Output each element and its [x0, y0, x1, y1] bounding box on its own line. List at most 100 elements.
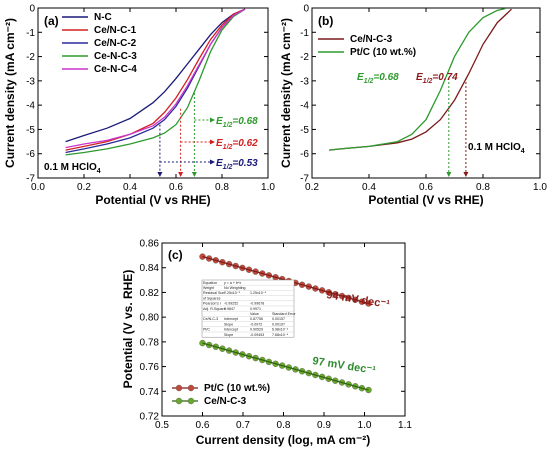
panel-2-y-tick-label: 0.82	[140, 288, 160, 299]
panel-2-x-tick-label: 0.5	[155, 420, 169, 431]
panel-a-x-axis-label: Potential (V vs RHE)	[95, 193, 210, 207]
panel-0-y-tick-label: 0	[29, 4, 35, 15]
panel-c-fit-table-cell: 6.98x10⁻⁴	[272, 328, 289, 332]
panel-c-legend-marker	[175, 384, 183, 392]
panel-1-y-tick-label: -2	[300, 52, 309, 63]
panel-c-fit-table-cell: Weight	[203, 286, 214, 290]
panel-a-series	[65, 8, 246, 156]
panel-2-x-tick-label: 0.9	[317, 420, 331, 431]
panel-c-fit-table-cell: 7.68x10⁻⁴	[272, 333, 289, 337]
panel-c-fit-table-cell: Intercept	[224, 328, 238, 332]
panel-c-legend-marker	[175, 397, 183, 405]
panel-2-y-tick-label: 0.74	[140, 387, 160, 398]
panel-c-x-axis-label: Current density (log, mA cm⁻²)	[196, 433, 371, 447]
panel-1-y-tick-label: -5	[300, 125, 309, 136]
panel-c-legend-label: Ce/N-C-3	[204, 396, 247, 407]
panel-b-legend-label: Pt/C (10 wt.%)	[350, 47, 416, 58]
panel-2-y-tick-label: 0.76	[140, 362, 160, 373]
panel-c-slope-label: 94 mV dec⁻¹	[326, 289, 391, 311]
panel-0-x-tick-label: 1.0	[261, 182, 275, 193]
panel-0-x-tick-label: 0.8	[215, 182, 229, 193]
panel-c-fit-table-cell: of Squares	[203, 296, 221, 300]
panel-a-legend: N-C Ce/N-C-1 Ce/N-C-2 Ce-N-C-3 Ce-N-C-4	[62, 12, 137, 75]
panel-b-ticks: 0.2 0.4 0.6 0.8 1.0 -7 -6 -5 -4 -3 -2 -1 0	[300, 4, 547, 194]
panel-c-fit-table-cell: 1.25x10⁻⁴	[250, 291, 267, 295]
panel-0-x-tick-label: 0.4	[123, 182, 137, 193]
panel-c-fit-table-cell: -0.99678	[250, 302, 264, 306]
panel-c-fit-table-cell: 0.87756	[250, 317, 263, 321]
panel-c-fit-table-cell: Pearson's r	[203, 302, 222, 306]
panel-c-fit-table: Equation y = a + b*x Weight No WeightingRes…	[201, 279, 296, 338]
panel-a-half-wave-label: E1/2=0.62	[216, 138, 258, 151]
panel-c-legend-marker	[187, 397, 195, 405]
panel-1-x-tick-label: 1.0	[533, 182, 547, 193]
panel-c-fit-table-cell: 0.9971	[250, 307, 261, 311]
panel-a-y-axis-label: Current density (mA cm⁻²)	[3, 18, 17, 168]
panel-c: (c) 0.5 0.6 0.7 0.8 0.9 1.0 1.1 0.72 0.74 0.76 0.7…	[121, 239, 412, 448]
panel-b-x-axis-label: Potential (V vs RHE)	[368, 193, 483, 207]
panel-0-x-tick-label: 0.0	[31, 182, 45, 193]
panel-a-label: (a)	[44, 14, 59, 28]
panel-c-fit-table-cell: -0.99252	[224, 302, 238, 306]
panel-c-fit-table-cell: 0.00197	[272, 322, 285, 326]
panel-b-legend: Ce/N-C-3 Pt/C (10 wt.%)	[318, 34, 416, 58]
panel-c-fit-table-cell: Residual Sum	[203, 291, 225, 295]
panel-2-x-tick-label: 0.6	[196, 420, 210, 431]
panel-0-y-tick-label: -1	[26, 28, 35, 39]
panel-a-series-line	[65, 8, 246, 149]
panel-b-series-line	[329, 7, 506, 151]
panel-c-fit-table-cell: 7.25x10⁻⁵	[224, 291, 241, 295]
panel-b-label: (b)	[318, 14, 333, 28]
panel-a-annotations: E1/2=0.68 E1/2=0.62 E1/2=0.53	[157, 93, 258, 177]
panel-c-fit-table-cell: 0.9847	[224, 307, 235, 311]
panel-a-half-wave-label: E1/2=0.53	[216, 158, 258, 171]
panel-a-frame	[37, 7, 269, 179]
panel-2-y-tick-label: 0.80	[140, 313, 160, 324]
panel-1-y-tick-label: -6	[300, 149, 309, 160]
panel-c-legend-marker	[187, 384, 195, 392]
panel-c-legend: Pt/C (10 wt.%) Ce/N-C-3	[172, 383, 270, 407]
panel-c-legend-label: Pt/C (10 wt.%)	[204, 383, 270, 394]
panel-a-electrolyte-note: 0.1 M HClO4	[44, 162, 101, 175]
panel-2-y-tick-label: 0.72	[140, 412, 160, 423]
panel-c-fit-table-cell: Intercept	[224, 317, 238, 321]
panel-0-y-tick-label: -2	[26, 52, 35, 63]
panel-b-y-axis-label: Current density (mA cm⁻²)	[279, 18, 293, 168]
panel-c-label: (c)	[168, 248, 183, 262]
panel-c-fit-table-cell: Ce/N-C-3	[203, 317, 218, 321]
panel-c-fit-table-cell: No Weighting	[224, 286, 246, 290]
panel-a-legend-label: Ce/N-C-1	[94, 25, 137, 36]
panel-c-fit-table-cell: Equation	[203, 281, 217, 285]
panel-a-legend-label: N-C	[94, 12, 112, 23]
panel-c-fit-line	[202, 342, 369, 391]
panel-a-series-line	[65, 8, 246, 156]
panel-c-fit-table-cell: Value	[250, 312, 259, 316]
panel-c-slope-labels: 94 mV dec⁻¹ 97 mV dec⁻¹	[312, 289, 391, 377]
panel-2-y-tick-label: 0.86	[140, 239, 160, 250]
panel-1-x-tick-label: 0.2	[305, 182, 319, 193]
panel-c-fit-table-cell: Adj. R-Square	[203, 307, 226, 311]
panel-b-legend-label: Ce/N-C-3	[350, 34, 393, 45]
panel-0-x-tick-label: 0.6	[169, 182, 183, 193]
panel-1-x-tick-label: 0.4	[362, 182, 376, 193]
panel-0-y-tick-label: -7	[26, 174, 35, 185]
panel-2-x-tick-label: 0.7	[236, 420, 250, 431]
panel-c-fit-table-cell: Standard Error	[272, 312, 296, 316]
panel-a-legend-label: Ce-N-C-4	[94, 64, 137, 75]
panel-a: (a) 0.0 0.2 0.4 0.6 0.8 1.0 -7 -6 -5 -4 -3 -2 -1 0 E1…	[3, 4, 275, 208]
panel-1-y-tick-label: -4	[300, 101, 309, 112]
panel-c-fit-table-cell: 0.00157	[272, 317, 285, 321]
panel-1-x-tick-label: 0.6	[419, 182, 433, 193]
panel-b-half-wave-label: E1/2=0.74	[416, 72, 458, 85]
panel-2-x-tick-label: 1.1	[398, 420, 412, 431]
panel-0-y-tick-label: -3	[26, 76, 35, 87]
panel-c-fit-table-cell: Slope	[224, 333, 233, 337]
panel-b: (b) 0.2 0.4 0.6 0.8 1.0 -7 -6 -5 -4 -3 -2 -1 0 E1/2=…	[279, 4, 547, 208]
panel-a-legend-label: Ce/N-C-2	[94, 38, 137, 49]
panel-1-y-tick-label: -7	[300, 174, 309, 185]
panel-b-series	[329, 7, 512, 151]
panel-a-legend-label: Ce-N-C-3	[94, 51, 137, 62]
panel-c-fit-table-box	[201, 279, 295, 338]
panel-c-fit-table-cell: y = a + b*x	[224, 281, 241, 285]
